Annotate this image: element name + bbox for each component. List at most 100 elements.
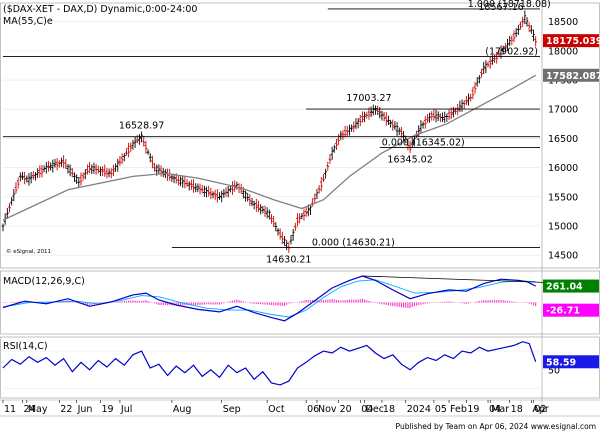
price-bar xyxy=(250,197,254,207)
price-bar xyxy=(495,51,499,64)
x-tick-label: May xyxy=(28,404,48,415)
price-bar xyxy=(112,164,115,177)
price-bar xyxy=(527,22,531,33)
price-bar xyxy=(456,103,460,116)
price-bar xyxy=(278,228,282,240)
price-bar xyxy=(73,172,76,182)
price-bar xyxy=(31,171,35,180)
price-bar xyxy=(200,184,204,194)
price-bar xyxy=(451,106,455,118)
x-tick-label: 04 xyxy=(361,404,373,415)
footer-text: Published by Team on Apr 06, 2024 www.es… xyxy=(396,422,596,431)
price-bar xyxy=(300,213,304,220)
price-levels: 1.000 (18718.08) (17902.92) 17003.27 0.000 … xyxy=(3,0,551,266)
price-bar xyxy=(506,38,509,52)
price-bar xyxy=(430,111,434,121)
price-panel: ($DAX-XET - DAX,D) Dynamic,0:00-24:00 MA… xyxy=(1,0,600,266)
x-tick-label: Aug xyxy=(173,404,192,415)
price-bar xyxy=(406,139,410,151)
price-bar xyxy=(202,185,206,197)
price-bar xyxy=(469,93,473,102)
price-tick-label: 15000 xyxy=(548,221,578,232)
price-bar xyxy=(79,172,83,186)
x-tick-label: Nov xyxy=(318,404,337,415)
macd-axis-tags: 261.04 -26.71 xyxy=(543,279,599,317)
price-bar xyxy=(176,175,180,186)
price-bar xyxy=(88,161,92,174)
price-bar xyxy=(185,179,189,187)
price-bar xyxy=(53,158,57,168)
x-tick-label: Jul xyxy=(120,404,132,415)
chart-grid: 1450015000155001600016500170001750018000… xyxy=(0,0,600,414)
x-tick-label: 19 xyxy=(101,404,113,415)
price-annotation: 18567.16 xyxy=(478,2,523,13)
price-bar xyxy=(428,112,431,123)
price-bar xyxy=(276,227,280,236)
price-bar xyxy=(81,172,85,181)
price-tick-label: 18500 xyxy=(548,17,578,28)
price-bar xyxy=(92,162,96,174)
price-bar xyxy=(8,202,11,213)
price-bar xyxy=(352,121,356,133)
price-bar xyxy=(354,118,358,130)
price-bar xyxy=(55,157,59,171)
price-bar xyxy=(68,164,72,177)
price-bar xyxy=(57,160,61,168)
price-tick-label: 15500 xyxy=(548,192,578,203)
price-bar xyxy=(213,189,217,201)
price-bar xyxy=(96,165,100,174)
price-bar xyxy=(348,124,351,136)
price-series xyxy=(1,10,538,253)
price-axis-tags: 18175.039 17582.0876 xyxy=(543,34,600,82)
price-bar xyxy=(382,111,386,122)
price-bar xyxy=(5,207,9,219)
price-bar xyxy=(482,61,486,75)
price-bar xyxy=(10,197,14,206)
x-tick-label: Dec xyxy=(366,404,384,415)
price-bar xyxy=(274,222,278,232)
price-bar xyxy=(371,104,375,116)
x-tick-label: Mar xyxy=(491,404,509,415)
price-bar xyxy=(120,153,124,165)
price-bar xyxy=(484,60,488,74)
price-bar xyxy=(70,167,74,178)
price-bar xyxy=(328,153,332,164)
price-bar xyxy=(356,118,360,129)
price-bar xyxy=(101,166,105,177)
price-bar xyxy=(18,172,22,182)
price-bar xyxy=(125,148,128,156)
price-bar xyxy=(118,156,122,166)
price-bar xyxy=(389,119,392,128)
price-bar xyxy=(519,21,522,30)
chart-title: ($DAX-XET - DAX,D) Dynamic,0:00-24:00 xyxy=(3,4,197,15)
price-bar xyxy=(254,198,258,212)
price-bar xyxy=(60,157,63,167)
price-bar xyxy=(14,182,18,194)
price-bar xyxy=(226,186,230,198)
price-bar xyxy=(34,171,37,181)
price-bar xyxy=(222,188,226,198)
price-bar xyxy=(335,139,338,151)
price-bar xyxy=(441,112,444,123)
price-bar xyxy=(270,214,273,224)
price-bar xyxy=(244,190,247,202)
price-bar xyxy=(521,16,525,27)
price-bar xyxy=(514,28,518,38)
price-annotation: 16345.02 xyxy=(387,154,432,165)
price-bar xyxy=(488,56,492,69)
macd-line xyxy=(2,275,536,322)
price-bar xyxy=(471,87,475,100)
price-bar xyxy=(187,181,191,191)
x-tick-label: 11 xyxy=(4,404,16,415)
price-bar xyxy=(248,194,252,207)
x-tick-label: 06 xyxy=(307,404,319,415)
price-bar xyxy=(529,25,533,34)
price-bar xyxy=(341,130,345,140)
price-bar xyxy=(432,109,436,121)
x-tick-label: 20 xyxy=(340,404,352,415)
x-tick-label: 19 xyxy=(467,404,479,415)
rsi-panel: RSI(14,C) 58.59 xyxy=(2,341,599,389)
price-bar xyxy=(324,168,328,179)
price-bar xyxy=(374,105,377,115)
price-bar xyxy=(447,109,451,121)
